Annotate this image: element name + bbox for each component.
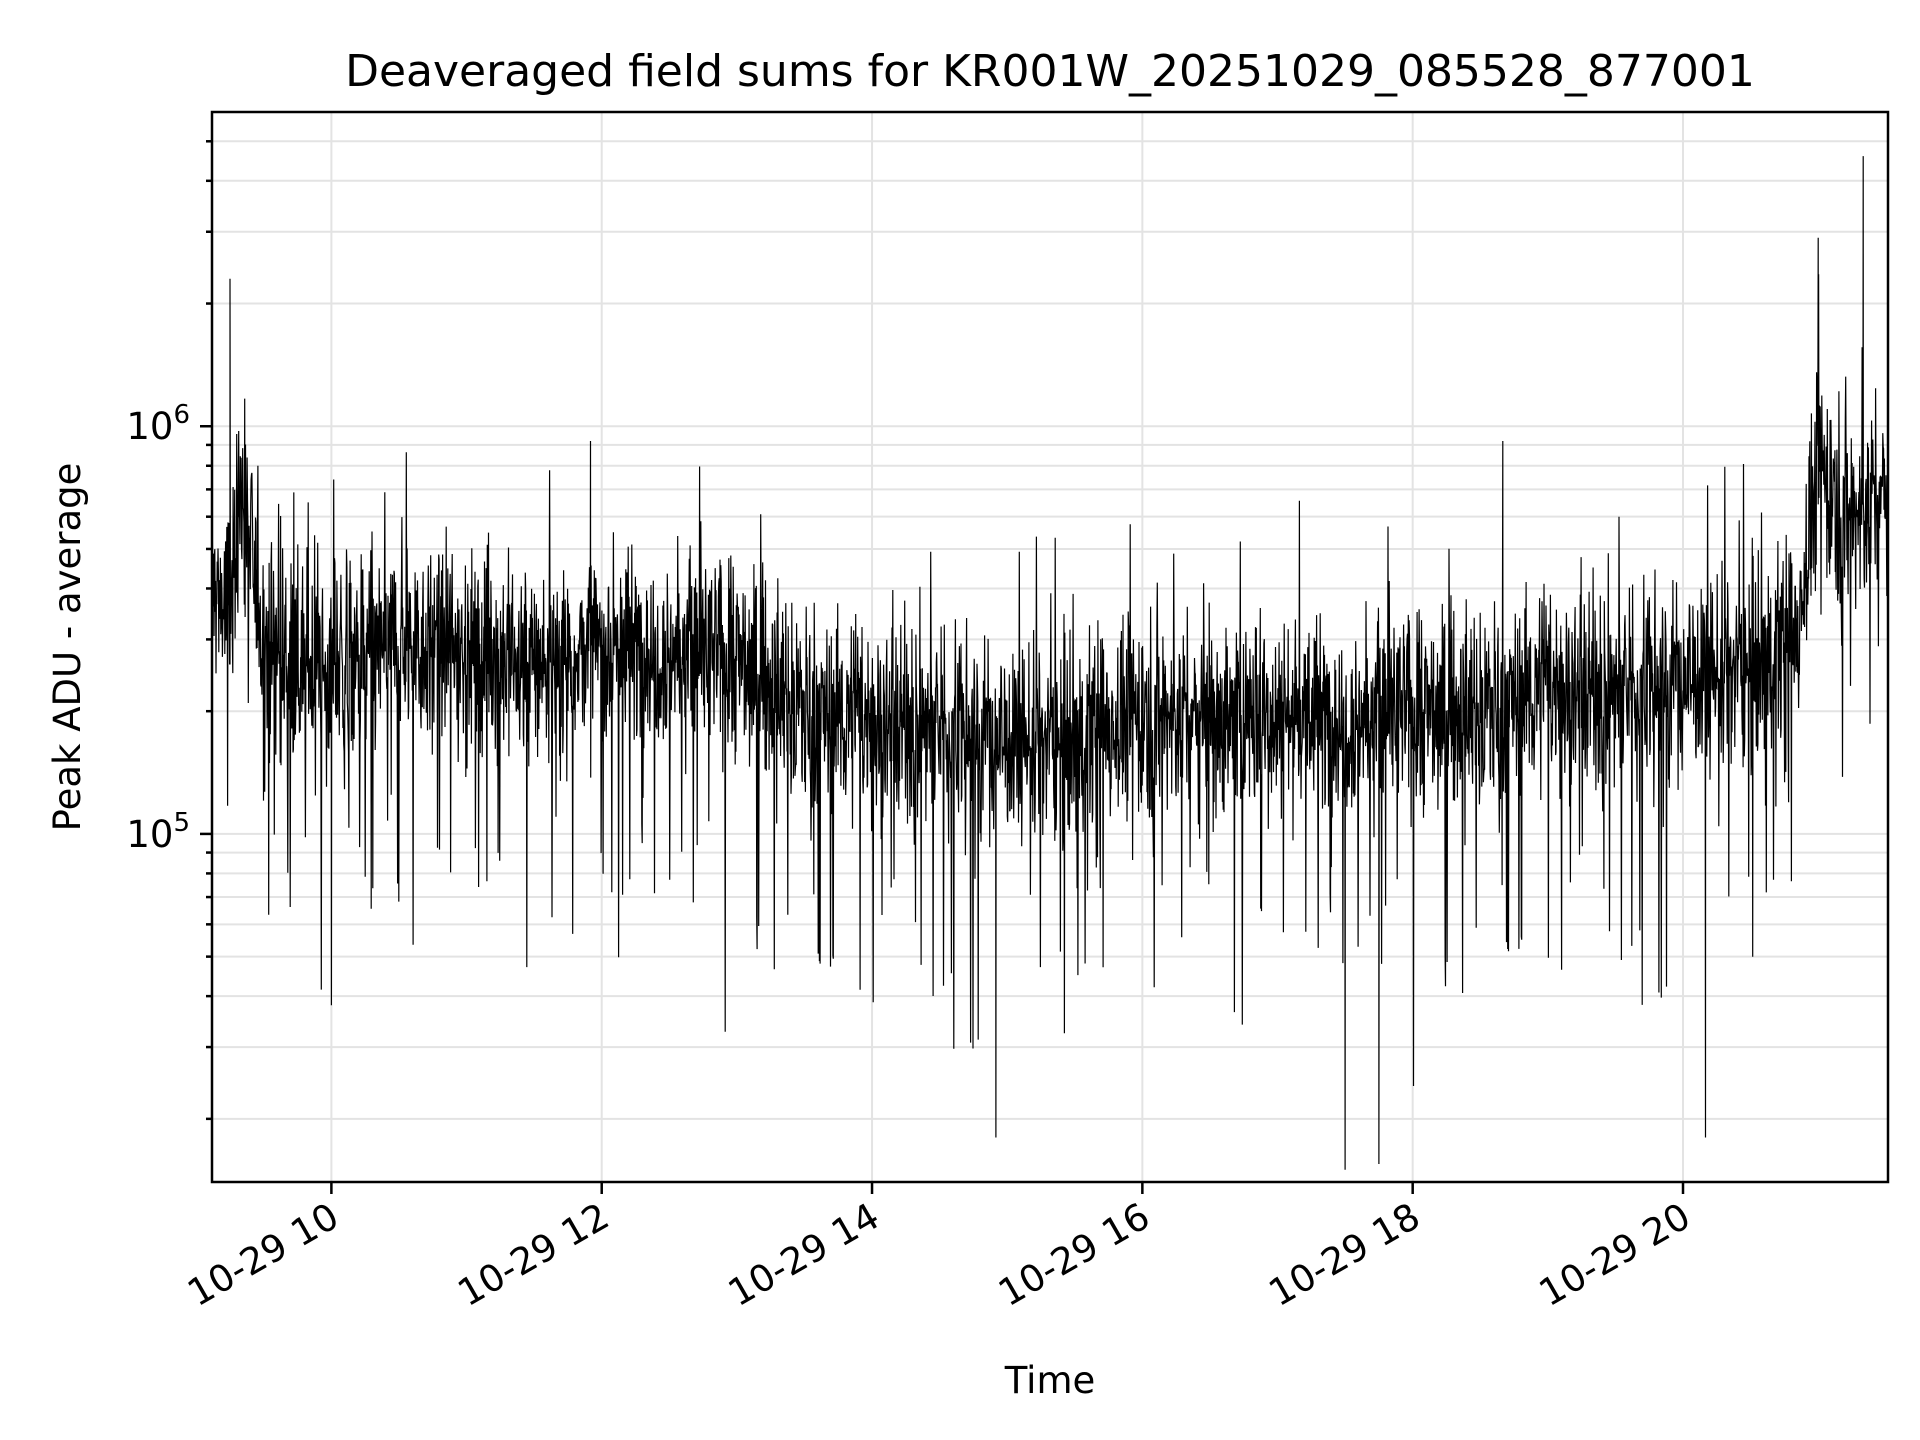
x-axis-label: Time (1004, 1359, 1096, 1402)
grid (212, 112, 1888, 1182)
y-tick-label: 106 (126, 400, 190, 448)
y-tick-label: 105 (126, 808, 190, 856)
y-axis-label: Peak ADU - average (46, 463, 89, 832)
plot-frame (210, 110, 1890, 1184)
chart-title: Deaveraged field sums for KR001W_2025102… (345, 46, 1755, 97)
series-layer (211, 156, 1889, 1170)
series-line (211, 156, 1889, 1170)
